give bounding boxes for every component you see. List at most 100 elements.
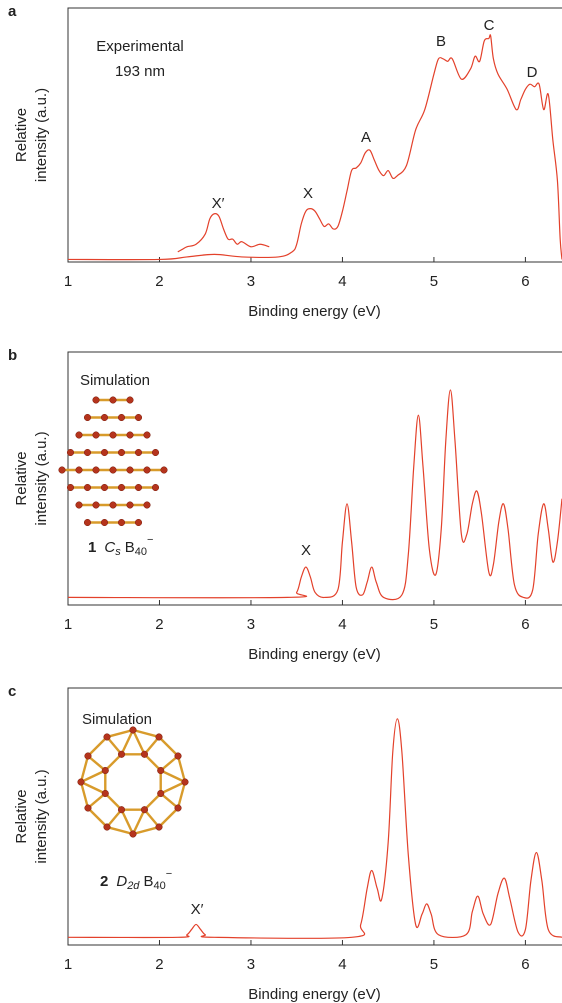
atom (110, 502, 117, 509)
atom (59, 467, 66, 474)
charge: − (166, 868, 172, 880)
atom (152, 484, 159, 491)
panel-label: b (8, 347, 17, 364)
x-tick-label: 3 (247, 956, 255, 973)
bond (88, 808, 107, 827)
panel-label: a (8, 3, 17, 20)
structure-label: 1CsB40− (88, 534, 153, 558)
x-tick-label: 2 (155, 616, 163, 633)
atom (84, 484, 91, 491)
atom (110, 397, 117, 404)
x-tick-label: 2 (155, 273, 163, 290)
y-axis-title: intensity (a.u.) (33, 431, 50, 525)
structure-number: 2 (100, 873, 108, 890)
x-tick-label: 5 (430, 273, 438, 290)
atom (76, 432, 83, 439)
atom (102, 790, 109, 797)
peak-label: B (436, 33, 446, 50)
peak-label: X′ (191, 901, 204, 918)
x-tick-label: 6 (521, 616, 529, 633)
x-tick-label: 4 (338, 273, 346, 290)
inset-text: 193 nm (115, 63, 165, 80)
atom (110, 467, 117, 474)
atom (130, 831, 137, 838)
atom (161, 467, 168, 474)
atom (127, 397, 134, 404)
atom (135, 414, 142, 421)
x-tick-label: 6 (521, 273, 529, 290)
x-tick-label: 4 (338, 616, 346, 633)
atom (93, 432, 100, 439)
peak-label: X (303, 185, 313, 202)
atom (175, 805, 182, 812)
peak-label: C (484, 17, 495, 34)
bond (159, 808, 178, 827)
point-group-sub: 2d (126, 880, 140, 892)
x-tick-label: 4 (338, 956, 346, 973)
structure-number: 1 (88, 539, 96, 556)
formula-sub: 40 (135, 546, 147, 558)
atom (84, 519, 91, 526)
inset-text: Simulation (80, 372, 150, 389)
atom (135, 449, 142, 456)
atom (76, 502, 83, 509)
atom (141, 751, 148, 758)
x-tick-label: 3 (247, 616, 255, 633)
atom (118, 484, 125, 491)
atom (67, 449, 74, 456)
y-axis-title: Relative (13, 451, 30, 505)
inset-text: Experimental (96, 38, 184, 55)
atom (127, 432, 134, 439)
spectrum-line (178, 214, 269, 252)
spectrum-line (68, 390, 562, 600)
atom (104, 824, 111, 831)
atom (101, 449, 108, 456)
atom (93, 502, 100, 509)
x-tick-label: 1 (64, 273, 72, 290)
point-group-sub: s (115, 546, 121, 558)
atom (118, 414, 125, 421)
formula: B (125, 539, 135, 556)
atom (156, 734, 163, 741)
atom (175, 753, 182, 760)
x-tick-label: 5 (430, 956, 438, 973)
atom (118, 519, 125, 526)
y-axis-title: Relative (13, 108, 30, 162)
x-tick-label: 2 (155, 956, 163, 973)
x-tick-label: 6 (521, 956, 529, 973)
atom (152, 449, 159, 456)
atom (84, 414, 91, 421)
bond (88, 737, 107, 756)
x-tick-label: 5 (430, 616, 438, 633)
atom (101, 519, 108, 526)
atom (130, 727, 137, 734)
atom (85, 805, 92, 812)
atom (144, 467, 151, 474)
point-group: C (104, 539, 115, 556)
atom (135, 519, 142, 526)
atom (157, 767, 164, 774)
atom (127, 502, 134, 509)
atom (118, 806, 125, 813)
atom (93, 467, 100, 474)
atom (93, 397, 100, 404)
atom (104, 734, 111, 741)
y-axis-title: intensity (a.u.) (33, 769, 50, 863)
x-axis-title: Binding energy (eV) (248, 303, 381, 320)
formula: B (143, 873, 153, 890)
peak-label: D (527, 64, 538, 81)
atom (182, 779, 189, 786)
peak-label: X′ (212, 195, 225, 212)
peak-label: A (361, 129, 371, 146)
atom (118, 751, 125, 758)
atom (102, 767, 109, 774)
atom (144, 432, 151, 439)
x-tick-label: 1 (64, 616, 72, 633)
x-tick-label: 1 (64, 956, 72, 973)
figure: a123456Binding energy (eV)Relativeintens… (0, 0, 562, 1003)
atom (78, 779, 85, 786)
charge: − (147, 534, 153, 546)
atom (144, 502, 151, 509)
y-axis-title: Relative (13, 789, 30, 843)
